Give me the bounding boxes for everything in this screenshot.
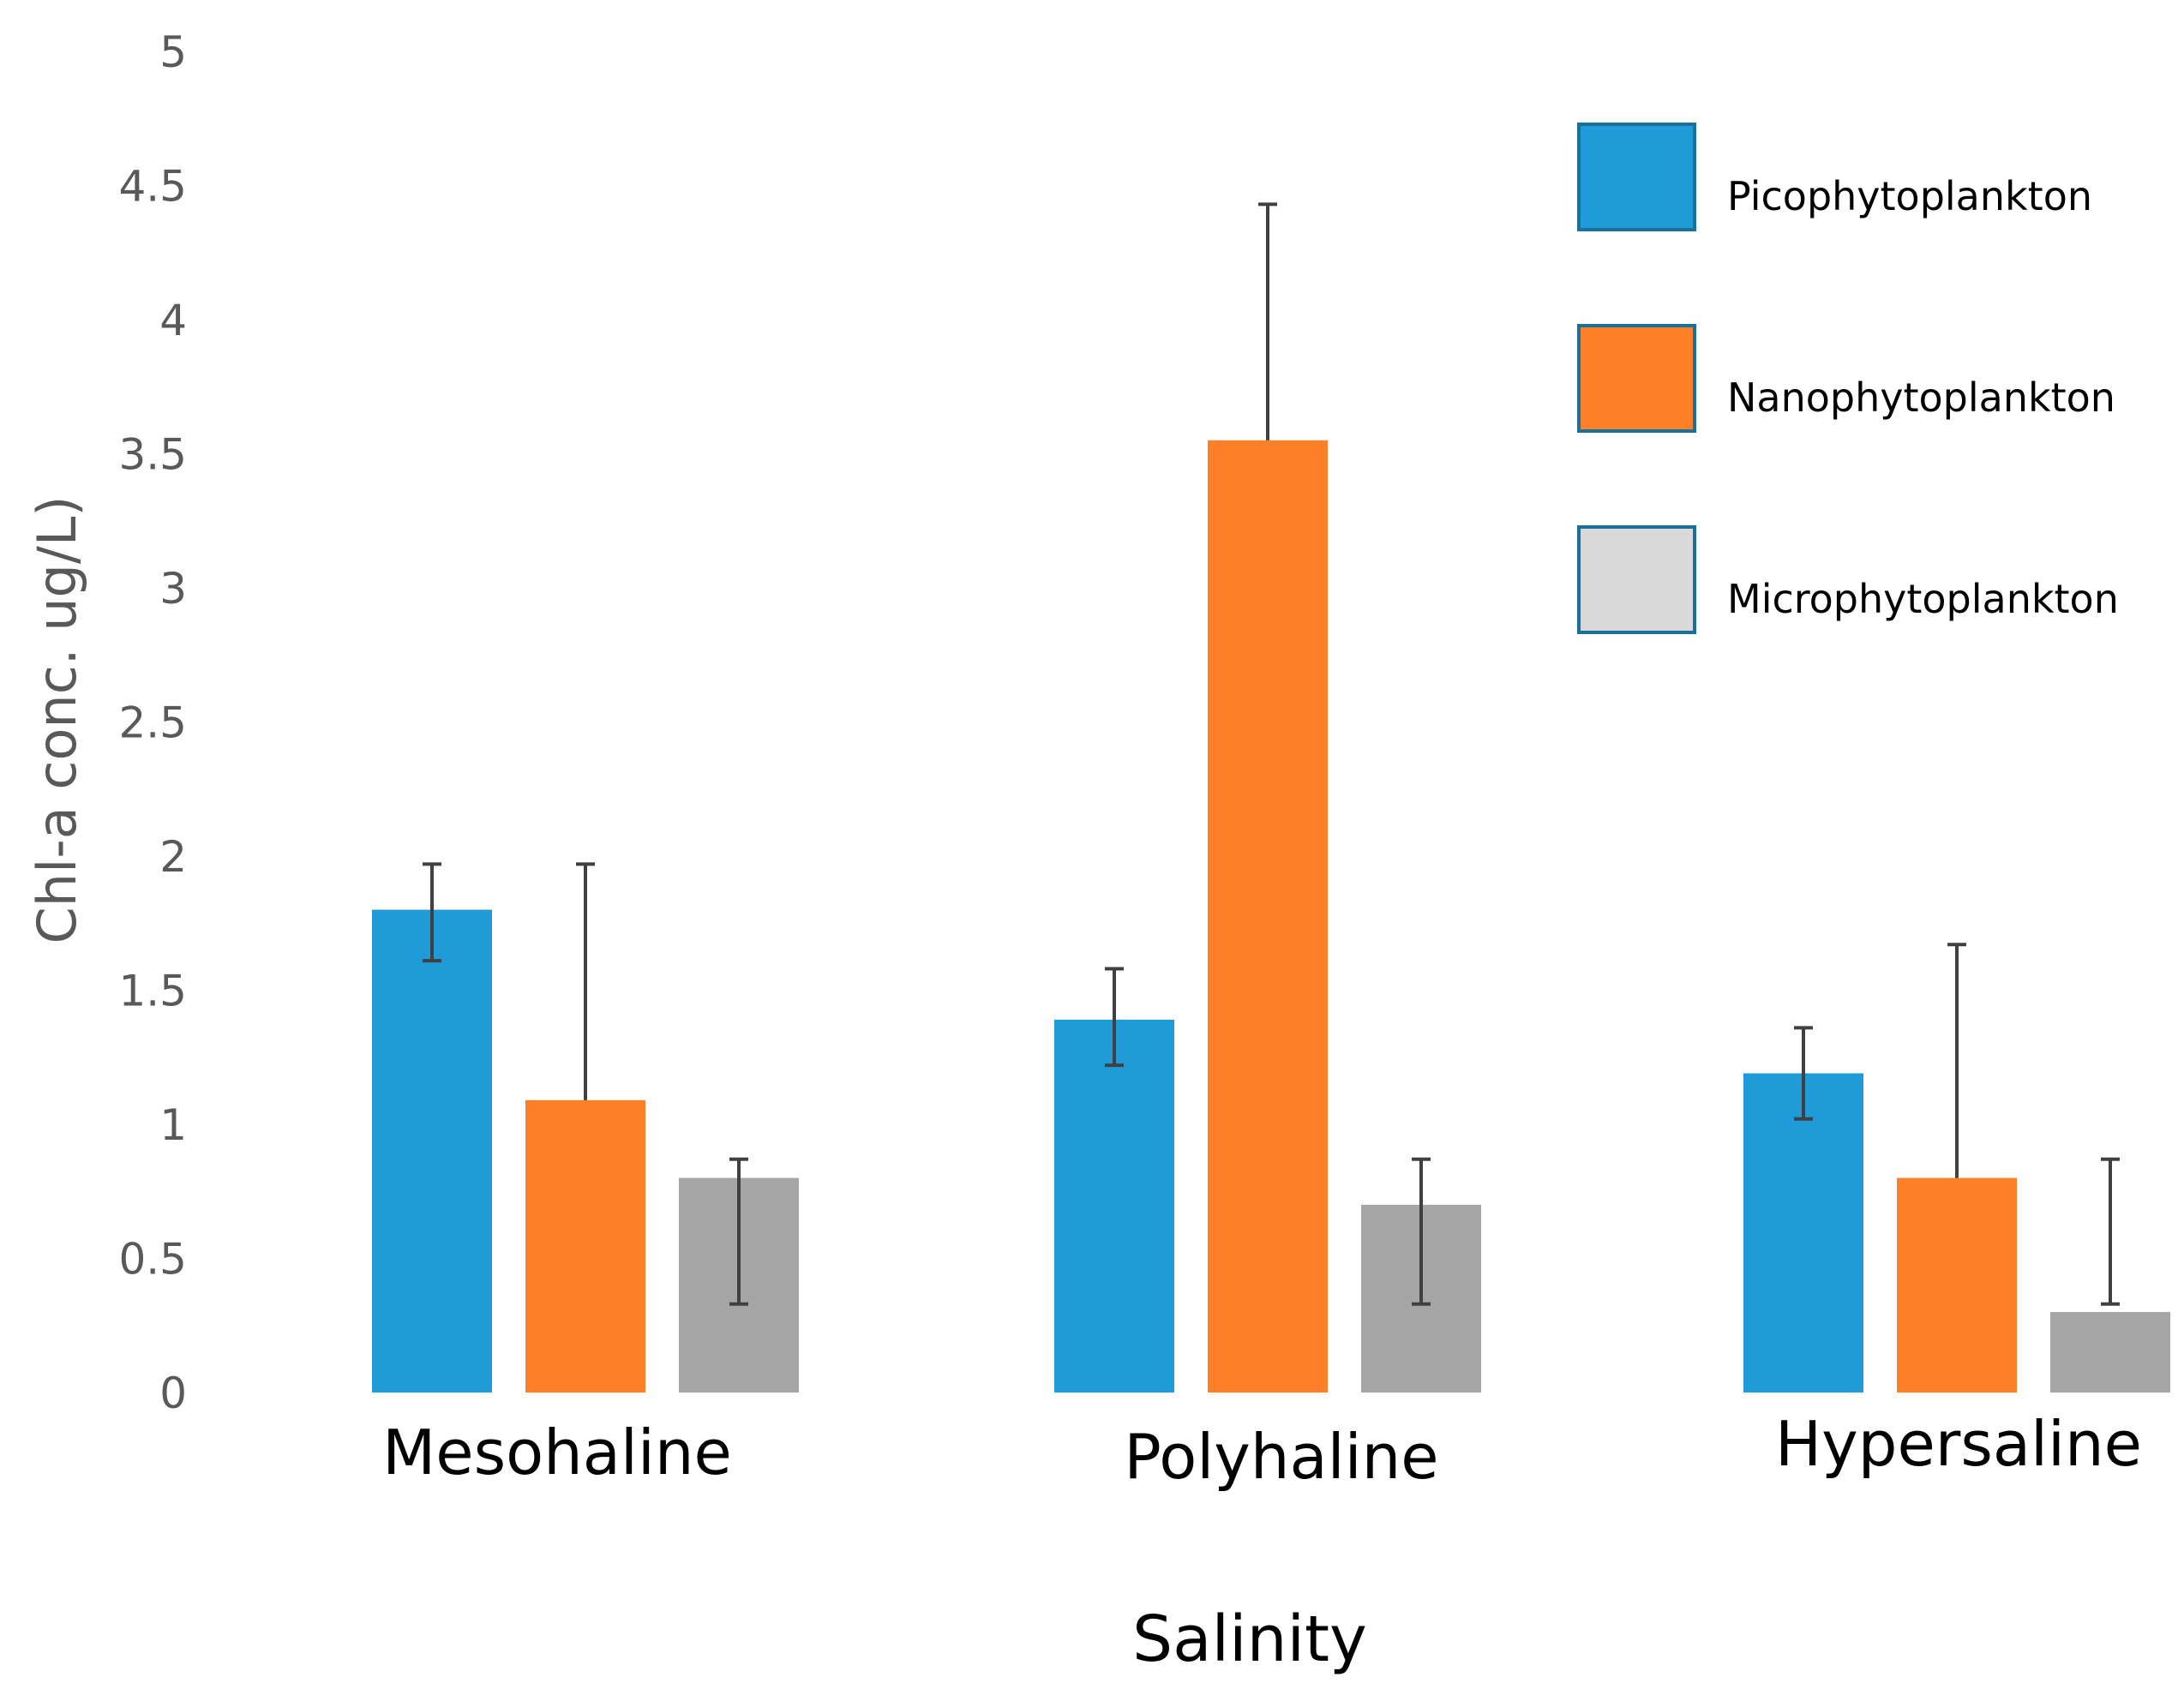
bar-picophytoplankton-polyhaline <box>1054 1019 1174 1393</box>
y-axis-title: Chl-a conc. ug/L) <box>26 496 88 944</box>
legend-label: Microphytoplankton <box>1727 576 2119 622</box>
y-tick-label: 1.5 <box>118 967 187 1016</box>
error-bar-nanophytoplankton-polyhaline <box>1258 202 1277 440</box>
category-labels: Mesohaline Polyhaline Hypersaline <box>382 1408 2142 1493</box>
legend-item-picophytoplankton: Picophytoplankton <box>1577 123 2092 231</box>
bar-nanophytoplankton-hypersaline <box>1897 1177 2017 1393</box>
bars-group <box>372 440 2170 1393</box>
error-bar-picophytoplankton-mesohaline <box>423 862 441 963</box>
legend-swatch <box>1577 525 1696 634</box>
category-label-polyhaline: Polyhaline <box>1124 1421 1438 1493</box>
y-tick-label: 4 <box>159 296 187 345</box>
y-tick-label: 4.5 <box>118 162 187 212</box>
legend-item-microphytoplankton: Microphytoplankton <box>1577 525 2119 634</box>
error-bar-picophytoplankton-polyhaline <box>1105 967 1124 1068</box>
x-axis-title: Salinity <box>1132 1602 1367 1676</box>
error-bar-picophytoplankton-hypersaline <box>1794 1026 1813 1121</box>
bar-picophytoplankton-hypersaline <box>1743 1073 1863 1393</box>
error-bar-nanophytoplankton-mesohaline <box>576 862 595 1100</box>
y-tick-label: 0.5 <box>118 1235 187 1285</box>
legend: Picophytoplankton Nanophytoplankton Microp… <box>1577 123 2119 634</box>
error-bar-nanophytoplankton-hypersaline <box>1947 943 1966 1178</box>
error-bar-microphytoplankton-hypersaline <box>2101 1157 2120 1306</box>
bar-microphytoplankton-hypersaline <box>2050 1312 2170 1393</box>
y-tick-label: 3 <box>159 564 187 614</box>
y-tick-label: 0 <box>159 1369 187 1418</box>
bar-nanophytoplankton-polyhaline <box>1208 440 1328 1393</box>
bar-picophytoplankton-mesohaline <box>372 909 492 1393</box>
bar-nanophytoplankton-mesohaline <box>525 1099 645 1393</box>
legend-swatch <box>1577 324 1696 433</box>
y-tick-label: 3.5 <box>118 430 187 480</box>
error-bar-microphytoplankton-polyhaline <box>1412 1157 1431 1306</box>
legend-item-nanophytoplankton: Nanophytoplankton <box>1577 324 2115 433</box>
category-label-mesohaline: Mesohaline <box>382 1417 732 1488</box>
y-tick-label: 5 <box>159 27 187 77</box>
legend-label: Picophytoplankton <box>1727 173 2092 219</box>
y-axis-ticks: 0 0.5 1 1.5 2 2.5 3 3.5 4 4.5 5 <box>118 27 187 1418</box>
y-tick-label: 2.5 <box>118 698 187 748</box>
legend-label: Nanophytoplankton <box>1727 374 2115 421</box>
y-tick-label: 1 <box>159 1100 187 1150</box>
legend-swatch <box>1577 123 1696 231</box>
error-bar-microphytoplankton-mesohaline <box>729 1157 748 1306</box>
category-label-hypersaline: Hypersaline <box>1775 1408 2142 1480</box>
error-bars-group <box>423 202 2120 1306</box>
y-tick-label: 2 <box>159 832 187 882</box>
